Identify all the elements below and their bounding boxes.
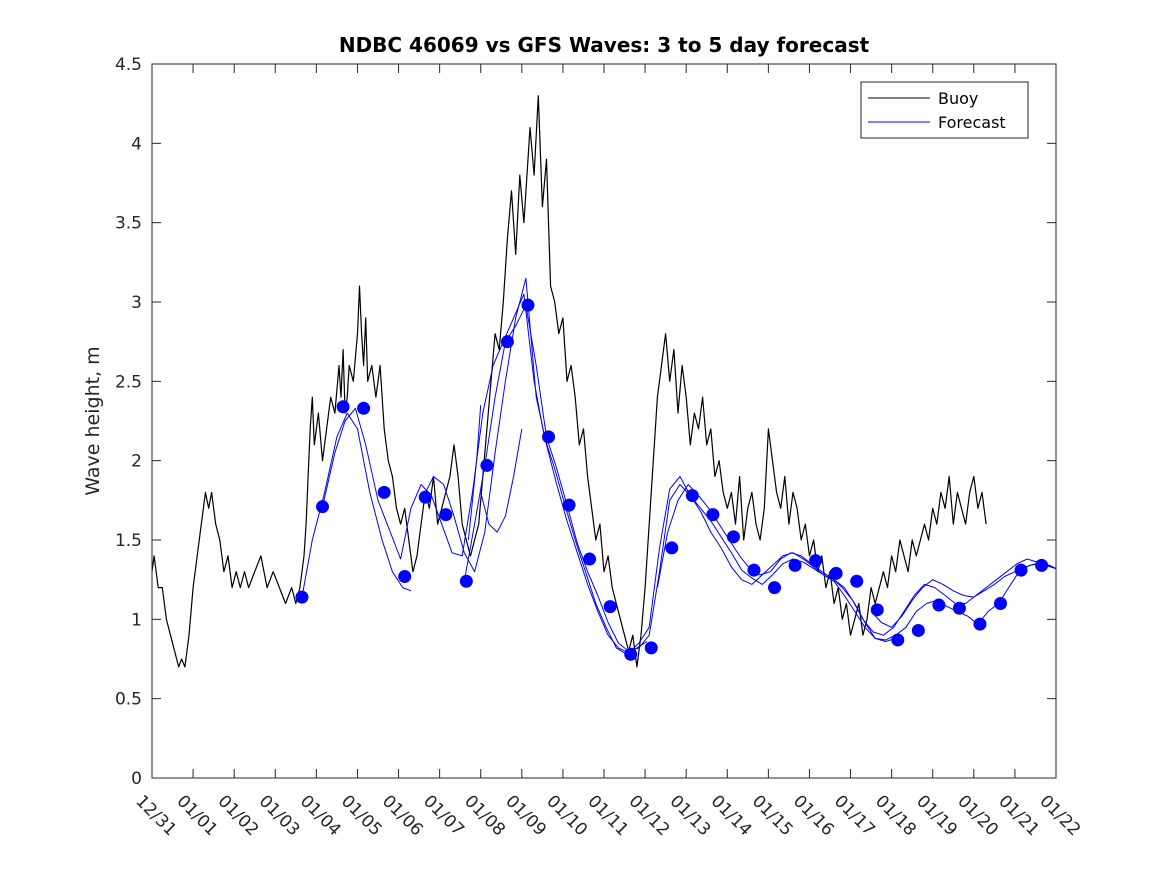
buoy-series <box>151 95 987 668</box>
forecast-marker <box>521 298 535 312</box>
y-tick-label: 3.5 <box>115 214 142 234</box>
x-tick-label: 01/04 <box>296 791 345 840</box>
x-tick-label: 01/15 <box>748 791 797 840</box>
forecast-marker <box>829 566 843 580</box>
x-tick-label: 01/08 <box>460 791 509 840</box>
y-tick-labels: 0 0.5 1 1.5 2 2.5 3 3.5 4 4.5 <box>115 55 142 789</box>
x-tick-label: 01/05 <box>337 791 386 840</box>
forecast-marker <box>973 617 987 631</box>
legend-buoy-label: Buoy <box>938 89 978 108</box>
y-tick-label: 4 <box>131 134 142 154</box>
x-tick-label: 01/21 <box>994 791 1043 840</box>
forecast-marker <box>418 490 432 504</box>
y-tick-label: 1 <box>131 610 142 630</box>
forecast-marker <box>911 623 925 637</box>
x-tick-label: 01/12 <box>625 791 674 840</box>
forecast-marker <box>870 603 884 617</box>
forecast-marker <box>1014 563 1028 577</box>
forecast-marker <box>562 498 576 512</box>
forecast-series <box>301 277 1057 655</box>
y-axis-label: Wave height, m <box>82 346 104 495</box>
forecast-marker <box>459 574 473 588</box>
x-tick-label: 01/07 <box>419 791 468 840</box>
x-tick-label: 01/13 <box>666 791 715 840</box>
legend-forecast-label: Forecast <box>938 113 1006 132</box>
forecast-marker <box>994 596 1008 610</box>
forecast-line-5 <box>480 428 523 533</box>
x-tick-label: 12/31 <box>131 791 180 840</box>
x-tick-label: 01/19 <box>912 791 961 840</box>
x-tick-label: 01/10 <box>542 791 591 840</box>
x-tick-label: 01/14 <box>707 791 756 840</box>
forecast-marker <box>747 563 761 577</box>
forecast-line-2 <box>322 293 648 655</box>
x-tick-label: 01/11 <box>583 791 632 840</box>
forecast-marker <box>439 508 453 522</box>
x-tick-label: 01/20 <box>953 791 1002 840</box>
forecast-marker <box>768 581 782 595</box>
forecast-marker <box>788 558 802 572</box>
forecast-line-6 <box>467 405 482 541</box>
forecast-line-7 <box>656 484 1057 636</box>
forecast-marker <box>603 600 617 614</box>
x-tick-label: 01/09 <box>501 791 550 840</box>
forecast-marker <box>316 500 330 514</box>
forecast-marker <box>932 598 946 612</box>
y-tick-label: 1.5 <box>115 531 142 551</box>
x-tick-label: 01/16 <box>789 791 838 840</box>
forecast-marker <box>377 485 391 499</box>
forecast-marker <box>480 458 494 472</box>
forecast-marker <box>665 541 679 555</box>
x-tick-label: 01/18 <box>871 791 920 840</box>
forecast-marker <box>706 508 720 522</box>
forecast-marker <box>952 601 966 615</box>
forecast-marker <box>295 590 309 604</box>
y-tick-label: 2 <box>131 452 142 472</box>
forecast-marker <box>644 641 658 655</box>
forecast-line-3 <box>422 277 896 654</box>
y-tick-label: 4.5 <box>115 55 142 75</box>
plot-area <box>152 64 1056 778</box>
chart-title: NDBC 46069 vs GFS Waves: 3 to 5 day fore… <box>339 33 870 57</box>
y-tick-label: 0.5 <box>115 690 142 710</box>
tick-marks <box>151 63 1057 779</box>
x-tick-labels: 12/3101/0101/0201/0301/0401/0501/0601/07… <box>131 791 1084 840</box>
buoy-line <box>151 95 987 668</box>
y-tick-label: 0 <box>131 769 142 789</box>
x-tick-label: 01/06 <box>378 791 427 840</box>
forecast-marker <box>583 552 597 566</box>
forecast-marker <box>850 574 864 588</box>
x-tick-label: 01/01 <box>173 791 222 840</box>
x-tick-label: 01/17 <box>830 791 879 840</box>
forecast-marker <box>336 400 350 414</box>
forecast-marker <box>685 489 699 503</box>
x-tick-label: 01/03 <box>255 791 304 840</box>
y-tick-label: 2.5 <box>115 372 142 392</box>
forecast-marker <box>726 530 740 544</box>
plot-frame <box>151 63 1057 779</box>
forecast-marker <box>891 633 905 647</box>
forecast-marker <box>357 401 371 415</box>
legend-box <box>860 81 1029 139</box>
x-tick-label: 01/22 <box>1035 791 1084 840</box>
forecast-marker <box>809 554 823 568</box>
y-tick-label: 3 <box>131 293 142 313</box>
forecast-markers <box>295 298 1049 661</box>
forecast-marker <box>542 430 556 444</box>
legend: Buoy Forecast <box>860 81 1029 139</box>
x-tick-label: 01/02 <box>214 791 263 840</box>
forecast-marker <box>624 647 638 661</box>
forecast-marker <box>500 335 514 349</box>
forecast-marker <box>398 569 412 583</box>
forecast-marker <box>1035 558 1049 572</box>
